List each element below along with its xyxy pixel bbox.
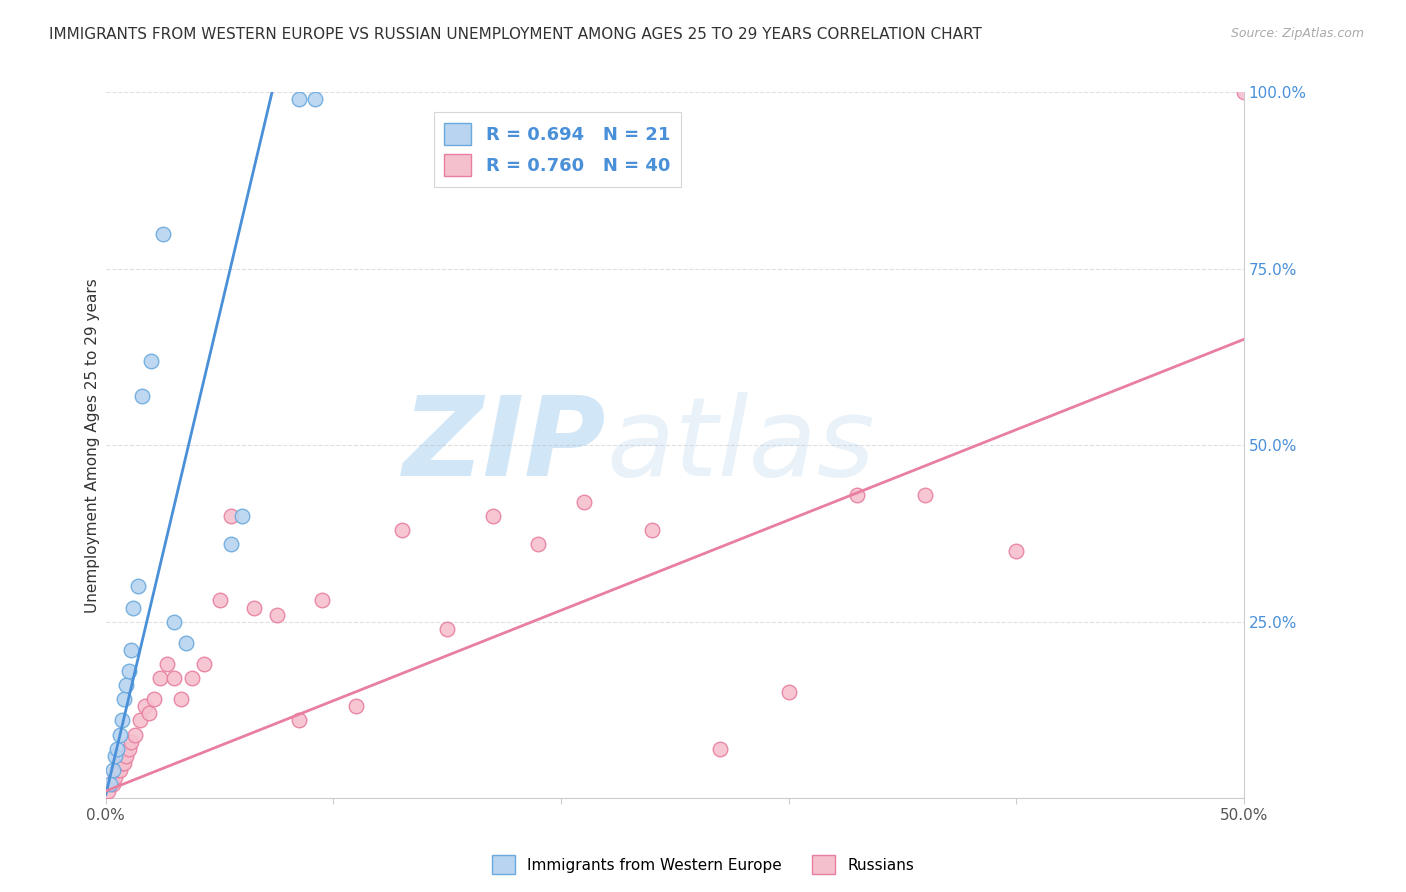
Point: [131, 389, 153, 403]
Text: atlas: atlas: [606, 392, 875, 499]
Point: [1005, 544, 1028, 558]
Point: [115, 678, 138, 692]
Point: [100, 777, 122, 791]
Point: [104, 748, 127, 763]
Point: [108, 727, 131, 741]
Point: [156, 657, 179, 671]
Point: [1233, 86, 1256, 100]
Point: [436, 622, 458, 636]
Point: [266, 607, 288, 622]
Point: [141, 353, 163, 368]
Y-axis label: Unemployment Among Ages 25 to 29 years: Unemployment Among Ages 25 to 29 years: [86, 277, 100, 613]
Point: [641, 523, 664, 537]
Point: [127, 579, 149, 593]
Point: [174, 636, 197, 650]
Point: [914, 487, 936, 501]
Point: [219, 537, 242, 551]
Point: [163, 671, 186, 685]
Point: [311, 593, 333, 607]
Point: [288, 714, 311, 728]
Point: [152, 227, 174, 241]
Point: [288, 92, 311, 106]
Point: [117, 664, 139, 678]
Point: [111, 714, 134, 728]
Point: [344, 699, 367, 714]
Point: [97, 784, 120, 798]
Point: [572, 494, 595, 508]
Point: [149, 671, 172, 685]
Point: [124, 727, 146, 741]
Point: [117, 741, 139, 756]
Point: [101, 763, 124, 777]
Point: [391, 523, 413, 537]
Point: [101, 777, 124, 791]
Point: [108, 763, 131, 777]
Legend: Immigrants from Western Europe, Russians: Immigrants from Western Europe, Russians: [485, 849, 921, 880]
Point: [112, 692, 135, 706]
Point: [129, 714, 152, 728]
Point: [778, 685, 800, 699]
Point: [208, 593, 231, 607]
Point: [709, 741, 731, 756]
Text: ZIP: ZIP: [404, 392, 606, 499]
Point: [111, 756, 134, 770]
Point: [142, 692, 165, 706]
Text: IMMIGRANTS FROM WESTERN EUROPE VS RUSSIAN UNEMPLOYMENT AMONG AGES 25 TO 29 YEARS: IMMIGRANTS FROM WESTERN EUROPE VS RUSSIA…: [49, 27, 981, 42]
Point: [243, 600, 266, 615]
Text: Source: ZipAtlas.com: Source: ZipAtlas.com: [1230, 27, 1364, 40]
Point: [219, 508, 242, 523]
Point: [304, 92, 326, 106]
Point: [481, 508, 503, 523]
Point: [163, 615, 186, 629]
Point: [120, 734, 142, 748]
Point: [138, 706, 160, 721]
Point: [231, 508, 253, 523]
Point: [193, 657, 215, 671]
Point: [134, 699, 156, 714]
Point: [115, 748, 138, 763]
Point: [122, 600, 145, 615]
Point: [105, 741, 128, 756]
Point: [105, 763, 128, 777]
Legend: R = 0.694   N = 21, R = 0.760   N = 40: R = 0.694 N = 21, R = 0.760 N = 40: [433, 112, 681, 186]
Point: [104, 770, 127, 784]
Point: [181, 671, 204, 685]
Point: [112, 756, 135, 770]
Point: [527, 537, 550, 551]
Point: [170, 692, 193, 706]
Point: [845, 487, 868, 501]
Point: [120, 643, 142, 657]
